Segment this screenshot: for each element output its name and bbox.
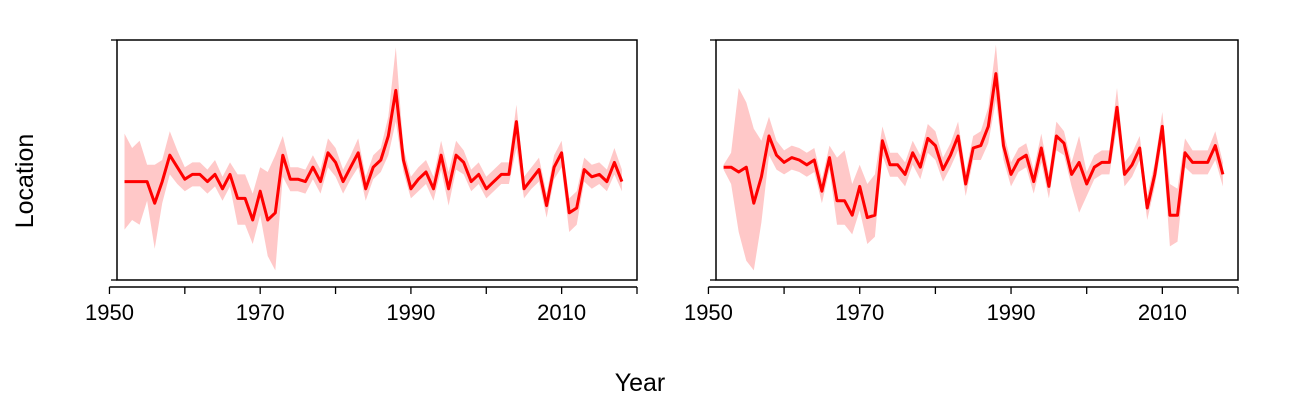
panel-left: 1950 1970 1990 2010 (85, 39, 638, 325)
x-tick-label-right-1990: 1990 (987, 300, 1036, 325)
panel-right: 1950 1970 1990 2010 (684, 39, 1239, 325)
plot-frame-right (715, 39, 1239, 281)
x-tick-label-left-1950: 1950 (85, 300, 134, 325)
x-tick-label-right-1970: 1970 (835, 300, 884, 325)
x-tick-label-left-1990: 1990 (386, 300, 435, 325)
x-tick-label-right-2010: 2010 (1138, 300, 1187, 325)
confidence-band-right (723, 44, 1223, 271)
plot-frame-left (116, 39, 638, 281)
series-line-left (124, 88, 624, 222)
x-tick-label-left-2010: 2010 (537, 300, 586, 325)
series-line-right (723, 72, 1225, 220)
confidence-band-left (124, 47, 622, 271)
x-axis-title: Year (615, 369, 666, 397)
y-axis-title: Location (11, 134, 39, 229)
x-tick-label-left-1970: 1970 (236, 300, 285, 325)
x-tick-label-right-1950: 1950 (684, 300, 733, 325)
